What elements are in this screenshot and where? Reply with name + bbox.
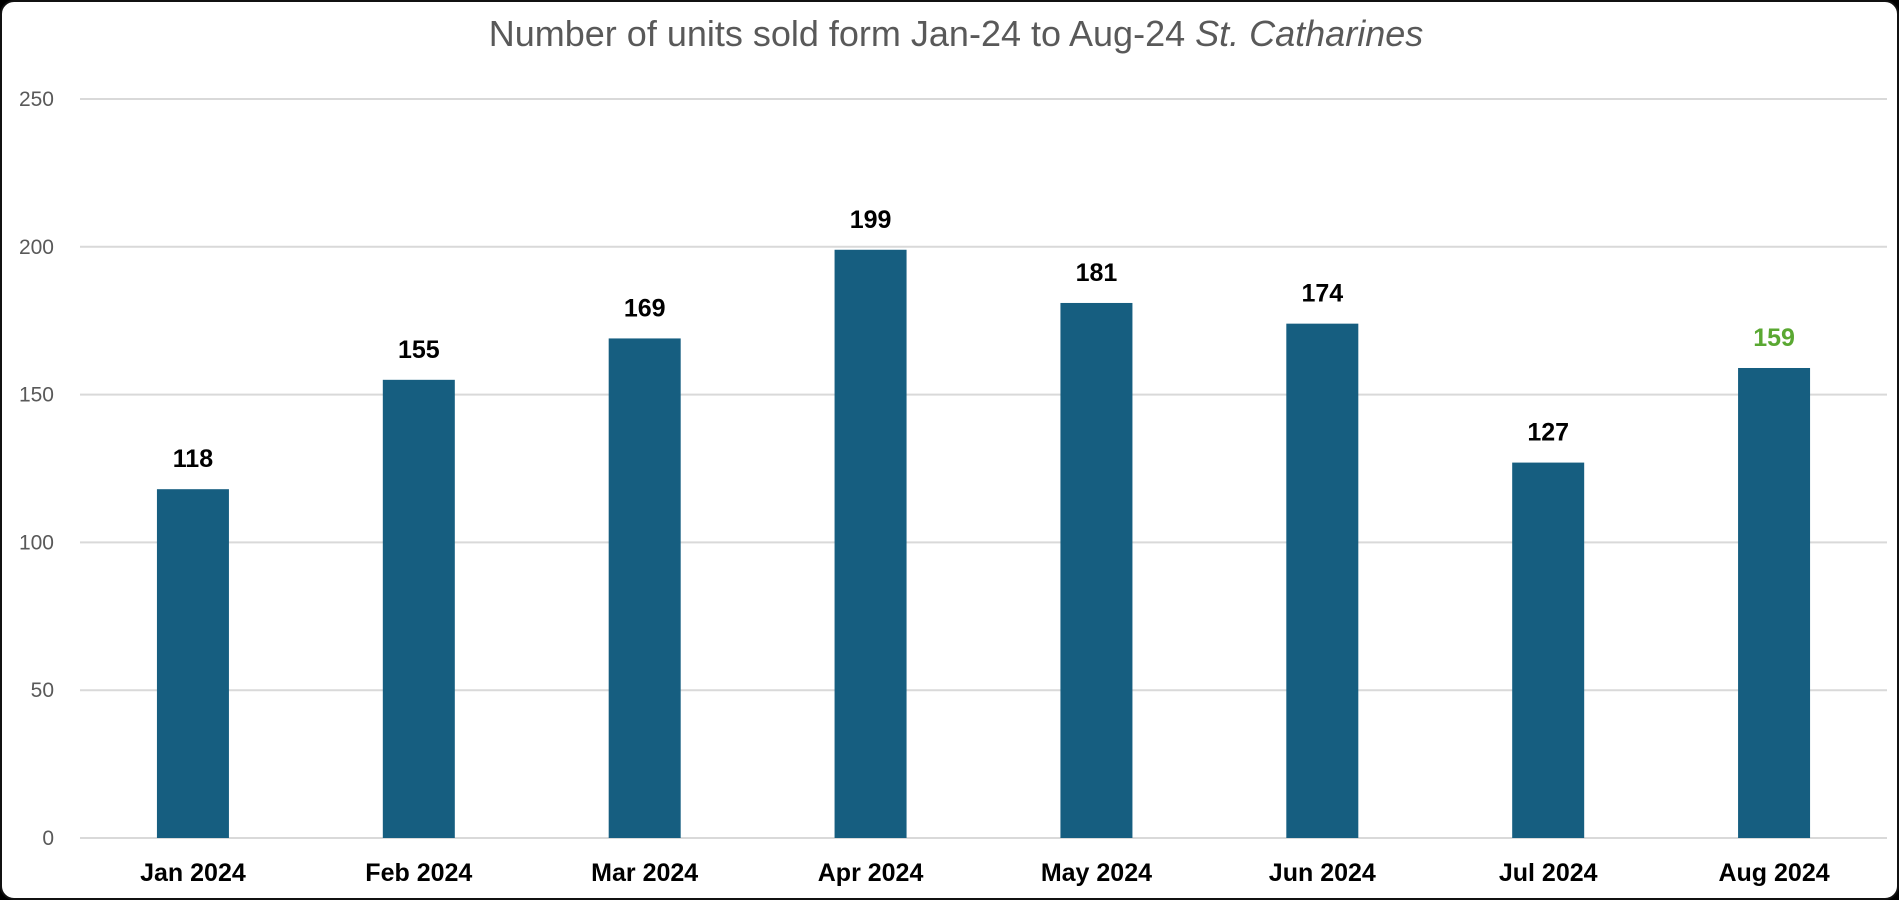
y-axis-ticks: 0 50 100 150 200 250: [19, 88, 54, 850]
data-label: 155: [398, 336, 440, 364]
x-tick-label: Jun 2024: [1269, 859, 1376, 887]
y-tick-label: 150: [19, 384, 54, 407]
x-tick-label: Mar 2024: [591, 859, 698, 887]
bar: [1512, 462, 1585, 838]
x-tick-label: Jan 2024: [140, 859, 246, 887]
y-tick-label: 250: [19, 88, 54, 111]
bar: [156, 489, 229, 838]
y-tick-label: 0: [42, 827, 54, 850]
x-tick-label: Aug 2024: [1718, 859, 1829, 887]
chart-title-main: Number of units sold form Jan-24 to Aug-…: [489, 13, 1185, 54]
bar: [1286, 323, 1359, 838]
bar: [608, 338, 681, 838]
y-tick-label: 100: [19, 531, 54, 554]
bar: [1060, 302, 1133, 838]
x-tick-label: May 2024: [1041, 859, 1152, 887]
x-tick-label: Apr 2024: [818, 859, 924, 887]
bar: [834, 249, 907, 839]
gridlines: [80, 98, 1887, 839]
y-tick-label: 50: [31, 679, 54, 702]
data-label: 118: [173, 445, 213, 473]
x-axis-ticks: Jan 2024 Feb 2024 Mar 2024 Apr 2024 May 2024…: [140, 859, 1830, 887]
data-labels: 118 155 169 199 181 174 127 159: [173, 206, 1795, 473]
bars: [156, 249, 1811, 839]
chart-title: Number of units sold form Jan-24 to Aug-…: [489, 13, 1424, 54]
bar: [382, 379, 455, 838]
bar: [1738, 367, 1811, 838]
data-label: 174: [1301, 280, 1343, 308]
chart-title-emphasis: St. Catharines: [1195, 13, 1423, 54]
x-tick-label: Jul 2024: [1499, 859, 1598, 887]
data-label: 181: [1076, 259, 1118, 287]
data-label: 199: [850, 206, 892, 234]
data-label: 169: [624, 294, 666, 322]
data-label: 127: [1527, 419, 1569, 447]
data-label: 159: [1753, 324, 1795, 352]
y-tick-label: 200: [19, 236, 54, 259]
x-tick-label: Feb 2024: [365, 859, 472, 887]
